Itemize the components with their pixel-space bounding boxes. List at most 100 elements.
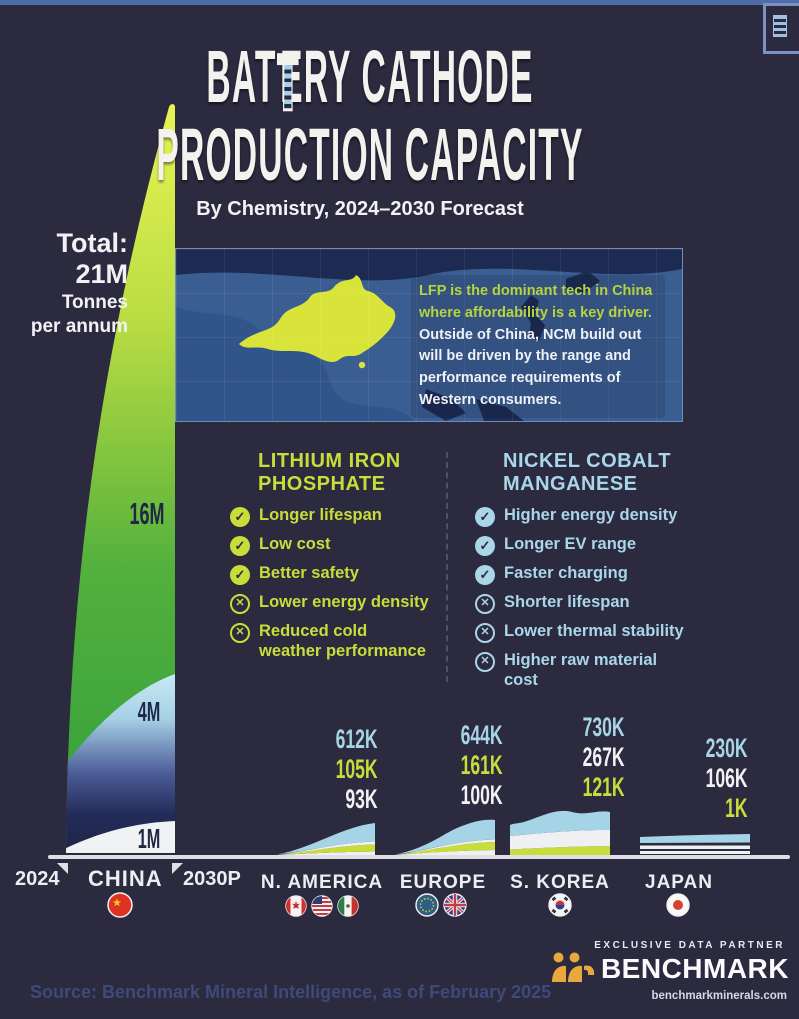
asia-map bbox=[176, 249, 682, 421]
landmass-seasia bbox=[422, 389, 524, 421]
callout-body-text: Outside of China, NCM build out will be … bbox=[419, 326, 642, 408]
japan-values: 230K 106K 1K bbox=[706, 733, 748, 823]
title-part-a: BAT bbox=[206, 34, 277, 118]
lfp-value: 1K bbox=[725, 793, 748, 823]
source-note: Source: Benchmark Mineral Intelligence, … bbox=[30, 982, 552, 1002]
region-label-skorea: S. KOREA bbox=[510, 872, 610, 893]
europe-flags bbox=[415, 893, 467, 917]
axis-start-marker bbox=[57, 863, 68, 874]
brand-name: BENCHMARK bbox=[600, 953, 789, 984]
china-total-label: Total: 21M Tonnes per annum bbox=[8, 228, 128, 338]
china-ncm-value: 4M bbox=[137, 696, 161, 727]
cross-icon: ✕ bbox=[475, 594, 495, 614]
check-icon: ✓ bbox=[475, 507, 495, 527]
cross-icon: ✕ bbox=[230, 594, 250, 614]
lfp-heading: LITHIUM IRON PHOSPHATE bbox=[258, 450, 401, 495]
list-item: ✕ Lower energy density bbox=[230, 593, 430, 614]
total-unit-line1: Tonnes bbox=[61, 292, 128, 313]
total-unit-line2: per annum bbox=[30, 316, 128, 337]
asia-map-panel: LFP is the dominant tech in China where … bbox=[175, 248, 683, 422]
south-korea-flag-icon bbox=[548, 893, 572, 917]
china-flag-icon bbox=[107, 892, 133, 918]
check-icon: ✓ bbox=[230, 565, 250, 585]
x-axis bbox=[48, 855, 790, 859]
ncm-heading: NICKEL COBALT MANGANESE bbox=[503, 450, 671, 495]
map-gridlines bbox=[176, 249, 682, 421]
partner-label: EXCLUSIVE DATA PARTNER bbox=[594, 940, 785, 951]
usa-flag-icon bbox=[311, 895, 333, 917]
ncm-value: 644K bbox=[461, 720, 503, 750]
cross-icon: ✕ bbox=[230, 623, 250, 643]
other-value: 106K bbox=[706, 763, 748, 793]
landmass-north bbox=[176, 249, 682, 281]
list-item: ✕ Reduced cold weather performance bbox=[230, 622, 430, 662]
top-border-strip bbox=[0, 0, 799, 5]
region-label-china: CHINA bbox=[88, 866, 163, 891]
other-value: 100K bbox=[461, 780, 503, 810]
skorea-values: 730K 267K 121K bbox=[583, 712, 625, 802]
title-line-1: BAT ERY CATHODE bbox=[206, 39, 532, 114]
japan-area-chart bbox=[640, 834, 750, 854]
other-value: 267K bbox=[583, 742, 625, 772]
region-label-japan: JAPAN bbox=[645, 872, 713, 893]
column-divider bbox=[446, 452, 448, 682]
total-value: Total: 21M bbox=[56, 228, 128, 289]
china-island-dot bbox=[358, 361, 366, 369]
map-callout: LFP is the dominant tech in China where … bbox=[411, 275, 665, 418]
namerica-values: 612K 105K 93K bbox=[336, 724, 378, 814]
ncm-list: ✓ Higher energy density ✓ Longer EV range … bbox=[475, 506, 695, 691]
corner-badge-icon bbox=[773, 15, 787, 37]
ncm-value: 612K bbox=[336, 724, 378, 754]
check-icon: ✓ bbox=[230, 507, 250, 527]
title-part-b: ERY CATHODE bbox=[280, 34, 534, 118]
title-line-2: PRODUCTION CAPACITY bbox=[156, 112, 584, 196]
list-item: ✓ Better safety bbox=[230, 564, 430, 585]
check-icon: ✓ bbox=[475, 565, 495, 585]
eu-flag-icon bbox=[415, 893, 439, 917]
ncm-value: 730K bbox=[583, 712, 625, 742]
list-item: ✕ Shorter lifespan bbox=[475, 593, 695, 614]
canada-flag-icon bbox=[285, 895, 307, 917]
check-icon: ✓ bbox=[475, 536, 495, 556]
namerica-flags bbox=[285, 895, 359, 917]
skorea-area-chart bbox=[510, 810, 610, 855]
europe-values: 644K 161K 100K bbox=[461, 720, 503, 810]
china-other-value: 1M bbox=[137, 823, 161, 854]
landmass-northeast bbox=[566, 271, 600, 293]
callout-highlight-text: LFP is the dominant tech in China where … bbox=[419, 283, 653, 321]
china-ncm-area bbox=[66, 674, 175, 853]
region-label-namerica: N. AMERICA bbox=[260, 872, 384, 893]
lfp-value: 121K bbox=[583, 772, 625, 802]
corner-badge bbox=[763, 3, 799, 54]
region-label-europe: EUROPE bbox=[399, 872, 487, 893]
check-icon: ✓ bbox=[230, 536, 250, 556]
benchmark-logo-icon bbox=[551, 952, 595, 982]
benchmark-logo: BENCHMARK bbox=[551, 952, 789, 986]
page-title: BAT ERY CATHODE PRODUCTION CAPACITY bbox=[140, 39, 600, 191]
lfp-value: 105K bbox=[336, 754, 378, 784]
list-item: ✕ Higher raw material cost bbox=[475, 651, 695, 691]
china-lfp-value: 16M bbox=[129, 496, 165, 531]
mexico-flag-icon bbox=[337, 895, 359, 917]
subtitle: By Chemistry, 2024–2030 Forecast bbox=[196, 198, 524, 220]
list-item: ✓ Longer EV range bbox=[475, 535, 695, 556]
lfp-value: 161K bbox=[461, 750, 503, 780]
europe-area-chart bbox=[395, 819, 495, 855]
list-item: ✕ Lower thermal stability bbox=[475, 622, 695, 643]
landmass-japan bbox=[521, 295, 545, 341]
other-value: 93K bbox=[345, 784, 378, 814]
landmass-southwest bbox=[176, 307, 414, 421]
japan-flag-icon bbox=[666, 893, 690, 917]
ncm-value: 230K bbox=[706, 733, 748, 763]
china-highlight-shape bbox=[239, 275, 396, 363]
lfp-list: ✓ Longer lifespan ✓ Low cost ✓ Better safet… bbox=[230, 506, 430, 662]
brand-url[interactable]: benchmarkminerals.com bbox=[651, 990, 787, 1002]
list-item: ✓ Low cost bbox=[230, 535, 430, 556]
axis-end-marker bbox=[172, 863, 183, 874]
axis-start-label: 2024 bbox=[15, 868, 60, 890]
axis-end-label: 2030P bbox=[183, 868, 241, 890]
cross-icon: ✕ bbox=[475, 623, 495, 643]
list-item: ✓ Faster charging bbox=[475, 564, 695, 585]
namerica-area-chart bbox=[277, 823, 375, 855]
